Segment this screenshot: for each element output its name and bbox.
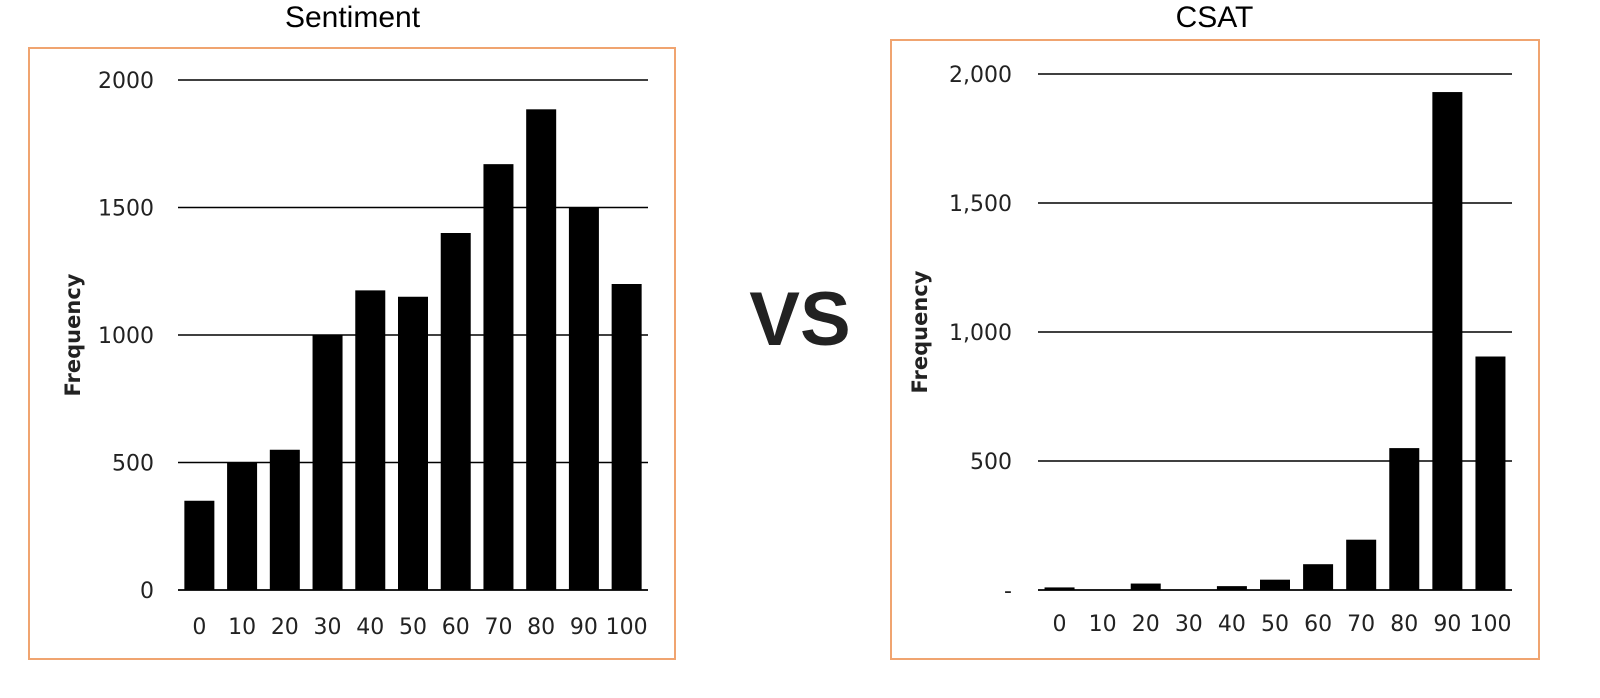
bar <box>1044 587 1075 590</box>
bar <box>483 164 514 590</box>
x-tick-label: 0 <box>192 615 206 640</box>
x-tick-label: 20 <box>271 615 299 640</box>
bar <box>184 500 215 590</box>
bar <box>1346 539 1377 590</box>
y-axis-label: Frequency <box>61 273 85 396</box>
x-tick-label: 90 <box>570 615 598 640</box>
x-tick-label: 50 <box>399 615 427 640</box>
x-tick-label: 70 <box>484 615 512 640</box>
bar <box>1389 448 1420 590</box>
x-tick-label: 0 <box>1053 612 1067 637</box>
bar <box>568 207 599 590</box>
x-tick-label: 20 <box>1132 612 1160 637</box>
y-tick-label: 2,000 <box>949 63 1012 88</box>
bar <box>269 449 300 590</box>
bar <box>227 462 258 590</box>
x-tick-label: 100 <box>606 615 648 640</box>
bar <box>1216 586 1247 590</box>
x-tick-label: 80 <box>1390 612 1418 637</box>
x-tick-label: 30 <box>314 615 342 640</box>
bar <box>1260 579 1290 590</box>
y-tick-label: 500 <box>970 450 1012 475</box>
bar <box>611 284 642 590</box>
bar <box>398 296 428 590</box>
csat-chart: - 500 1,000 1,500 2,000 Frequency 0 10 20 30 40 50 6… <box>908 63 1512 637</box>
y-tick-label: 1,500 <box>949 192 1012 217</box>
x-tick-label: 30 <box>1175 612 1203 637</box>
bar <box>1303 564 1334 590</box>
y-tick-label: - <box>1004 579 1012 604</box>
x-tick-label: 40 <box>1218 612 1246 637</box>
y-tick-label: 1000 <box>98 324 154 349</box>
x-tick-label: 80 <box>527 615 555 640</box>
bar <box>1475 356 1506 590</box>
x-tick-label: 10 <box>228 615 256 640</box>
x-tick-label: 60 <box>1304 612 1332 637</box>
csat-chart-frame: - 500 1,000 1,500 2,000 Frequency 0 10 20 30 40 50 6… <box>890 39 1540 660</box>
y-axis-label: Frequency <box>908 270 932 393</box>
x-tick-label: 90 <box>1433 612 1461 637</box>
bar <box>440 233 471 590</box>
x-tick-label: 10 <box>1089 612 1117 637</box>
sentiment-chart-frame: 0 500 1000 1500 2000 Frequency 0 10 20 30 40 50 60 70… <box>28 47 676 660</box>
csat-chart-title: CSAT <box>1175 1 1254 34</box>
y-tick-label: 0 <box>140 579 154 604</box>
bar <box>1432 92 1463 590</box>
x-tick-label: 100 <box>1469 612 1511 637</box>
y-tick-label: 1500 <box>98 197 154 222</box>
bar <box>1130 583 1161 590</box>
x-tick-label: 40 <box>356 615 384 640</box>
y-tick-label: 500 <box>112 452 154 477</box>
bar <box>526 109 557 590</box>
sentiment-chart-title: Sentiment <box>284 1 421 34</box>
vs-label: VS <box>749 277 851 362</box>
y-tick-label: 1,000 <box>949 321 1012 346</box>
y-tick-label: 2000 <box>98 69 154 94</box>
bar <box>355 290 386 590</box>
x-tick-label: 70 <box>1347 612 1375 637</box>
x-tick-label: 50 <box>1261 612 1289 637</box>
x-tick-label: 60 <box>442 615 470 640</box>
bar <box>312 335 343 590</box>
sentiment-chart: 0 500 1000 1500 2000 Frequency 0 10 20 30 40 50 60 70… <box>61 69 648 640</box>
